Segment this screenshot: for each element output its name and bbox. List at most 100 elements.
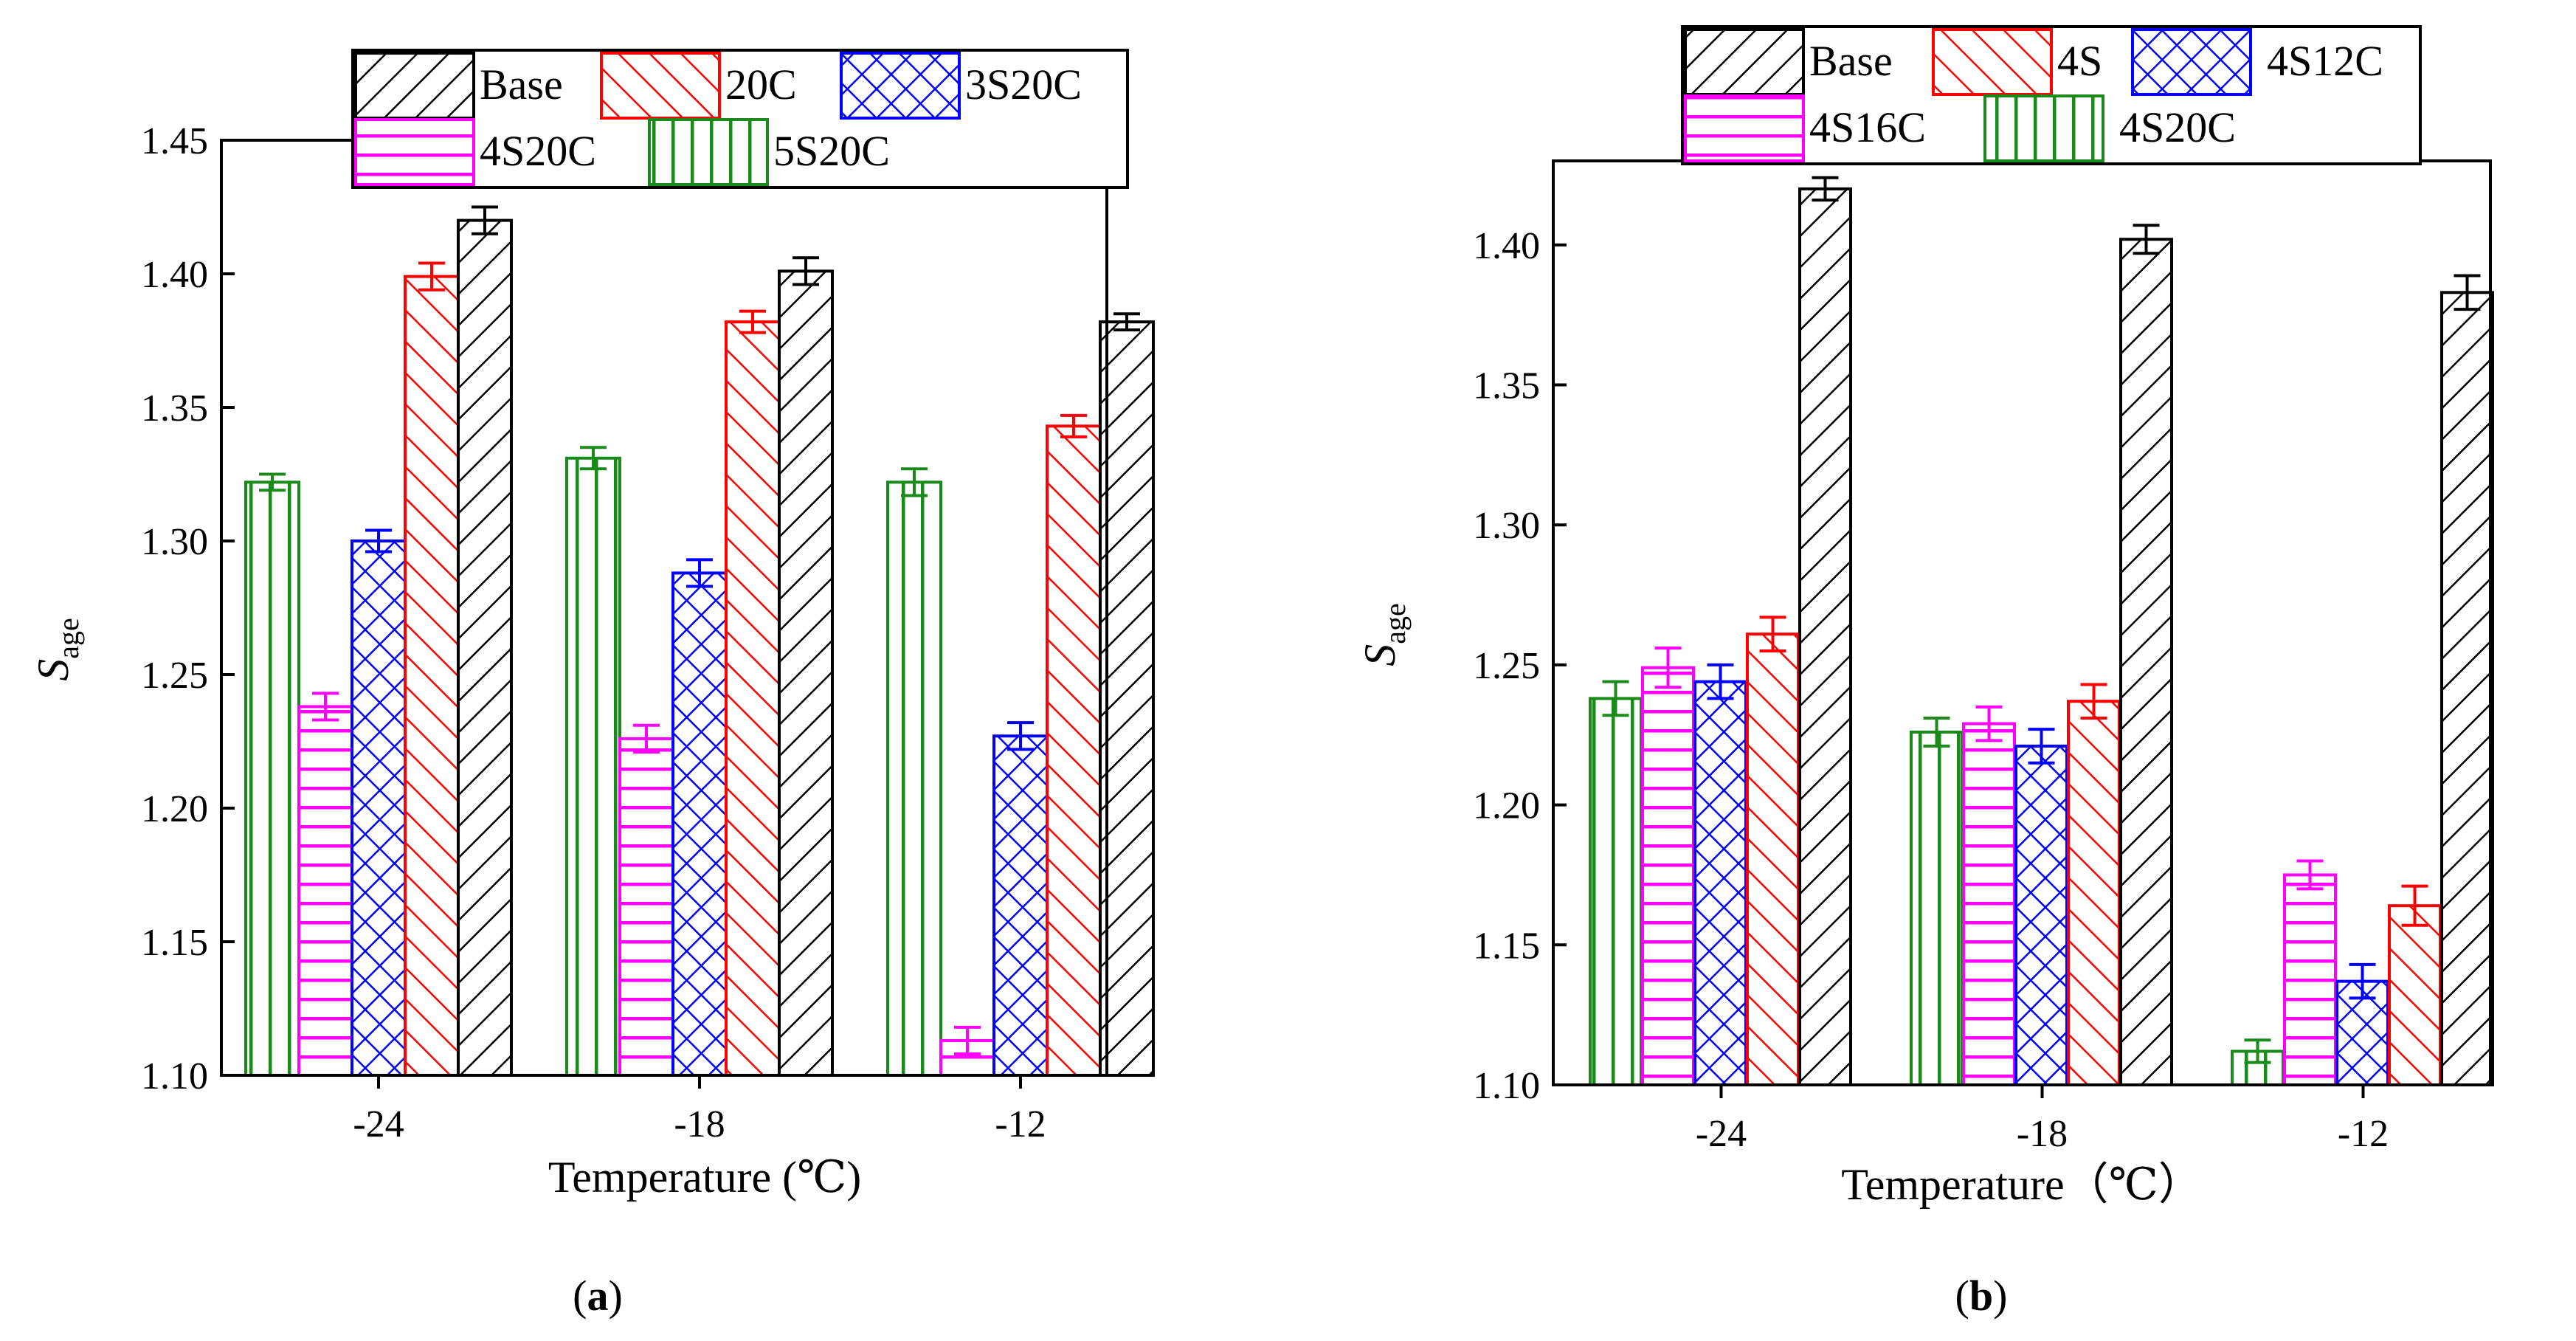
panel-a-x-axis: -24 -18 -12 [353,1075,1046,1145]
panel-a-bar-5s20c--18 [565,456,621,1077]
panel-a-bar-5s20c--24 [244,480,300,1077]
legend-label-4s12c: 4S12C [2267,37,2383,85]
panel-a-errorbar-5s20c--24 [259,472,286,492]
legend-swatch-4s [1932,28,2053,96]
panel-b-x-axis: -24 -18 -12 [1696,1085,2389,1155]
panel-b-bar-4s12c--24 [1693,680,1747,1086]
legend-label-4s16c: 4S16C [1809,103,1926,151]
legend-label-5s20c: 5S20C [773,127,890,175]
panel-b-errorbar-base--12 [2454,274,2481,311]
panel-a-ytick-label: 1.35 [141,387,208,430]
panel-a-xtick-label: -18 [674,1103,725,1145]
legend-swatch-base [354,52,475,120]
panel-b-bars [1589,187,2494,1087]
panel-b-error-bars [1602,176,2481,1064]
panel-b-errorbar-4s20c--18 [1923,716,1950,748]
panel-b-bar-4s12c--18 [2014,744,2068,1087]
panel-b-xtick-label: -18 [2017,1113,2068,1155]
panel-a-bar-4s20c--24 [297,705,353,1077]
panel-a-ytick-label: 1.40 [141,254,208,296]
panel-a-errorbar-20c--12 [1060,413,1087,438]
panel-a-bar-20c--12 [1046,424,1102,1077]
panel-a-bar-base--24 [457,218,513,1078]
panel-b-bar-4s16c--24 [1641,666,1695,1086]
panel-b-errorbar-base--24 [1812,176,1839,202]
legend-label-3s20c: 3S20C [965,61,1082,108]
panel-a-errorbar-4s20c--24 [312,692,339,722]
panel-a-y-axis-title: Sage [29,618,85,681]
panel-a-xtick-label: -12 [995,1103,1046,1145]
panel-b-errorbar-4s16c--18 [1975,705,2003,742]
panel-b-bar-base--12 [2440,291,2494,1086]
panel-a-bar-4s20c--18 [618,737,674,1077]
panel-b-bar-4s16c--18 [1962,722,2016,1087]
legend-swatch-3s20c [840,52,961,120]
panel-b-errorbar-4s16c--24 [1654,647,1682,689]
panel-a-errorbar-5s20c--12 [901,467,928,497]
panel-a-errorbar-base--12 [1113,312,1140,332]
legend-label-4s20c: 4S20C [480,127,596,175]
panel-b-errorbar-4s12c--12 [2349,962,2376,1000]
panel-a-errorbar-3s20c--18 [686,558,713,588]
panel-a-bar-20c--24 [404,275,460,1077]
panel-a-errorbar-5s20c--18 [580,446,607,471]
panel-b-bar-4s16c--12 [2283,873,2337,1087]
panel-b-label: (b) [1955,1272,2008,1320]
panel-b-bar-4s--12 [2388,904,2442,1086]
panel-b-ytick-label: 1.20 [1473,785,1540,827]
panel-a-errorbar-4s20c--18 [633,723,660,754]
panel-a-xtick-label: -24 [353,1103,404,1145]
panel-b-ytick-label: 1.15 [1473,925,1540,967]
panel-a-bar-20c--18 [725,320,781,1078]
panel-b-xtick-label: -12 [2338,1113,2389,1155]
panel-a-ytick-label: 1.10 [141,1055,208,1097]
panel-a-bar-5s20c--12 [886,480,942,1077]
panel-a-bar-3s20c--12 [992,734,1049,1077]
panel-a-errorbar-3s20c--12 [1007,721,1034,751]
panel-a-errorbar-20c--24 [418,261,445,292]
panel-a-ytick-label: 1.15 [141,922,208,964]
panel-b-ytick-label: 1.40 [1473,225,1540,267]
panel-b-errorbar-4s12c--24 [1707,663,1734,700]
legend-swatch-4s16c [1684,94,1805,162]
panel-b-x-axis-title: Temperature（℃） [1841,1160,2202,1209]
panel-b-errorbar-4s16c--12 [2296,859,2324,891]
panel-a-ytick-label: 1.25 [141,655,208,697]
legend-swatch-5s20c [648,118,769,186]
panel-a-bars [244,218,1155,1078]
legend-label-4s20c-b: 4S20C [2119,103,2236,151]
panel-a-bar-base--18 [778,269,834,1077]
panel-b-errorbar-4s--12 [2401,884,2428,927]
panel-b-bar-4s20c--18 [1910,730,1964,1086]
legend-label-20c: 20C [725,61,797,108]
panel-b-errorbar-4s--24 [1759,616,1786,652]
legend-label-base-b: Base [1809,37,1893,85]
panel-b-bar-base--18 [2119,238,2173,1086]
panel-b-errorbar-4s12c--18 [2028,728,2055,765]
panel-b-legend: Base 4S 4S12C 4S16C 4S20C [1681,25,2422,165]
panel-b-ytick-label: 1.30 [1473,505,1540,547]
panel-a-bar-3s20c--24 [351,539,407,1077]
panel-a-x-axis-title: Temperature (℃) [548,1153,861,1202]
legend-swatch-20c [600,52,721,120]
panel-a-label: (a) [573,1272,623,1320]
panel-b-y-axis-title: Sage [1356,603,1412,666]
panel-a-errorbar-3s20c--24 [365,528,392,554]
panel-a: 1.101.151.201.251.301.351.401.45 -24 -18-… [29,49,1155,1320]
panel-a-errorbar-4s20c--12 [954,1025,981,1056]
legend-swatch-4s20c [354,118,475,186]
legend-swatch-base-b [1684,28,1805,96]
panel-b-errorbar-4s20c--24 [1602,680,1629,717]
panel-a-y-axis: 1.10 1.15 1.20 1.25 1.30 1.35 1.40 1.45 [141,120,235,1097]
panel-b-y-axis: 1.10 1.15 1.20 1.25 1.30 1.35 1.40 [1473,225,1567,1107]
panel-a-ytick-label: 1.45 [141,120,208,162]
panel-a-errorbar-base--24 [472,205,498,235]
panel-b-bar-4s20c--24 [1589,697,1643,1086]
panel-a-ytick-label: 1.30 [141,521,208,563]
legend-label-base: Base [480,61,563,108]
panel-b-ytick-label: 1.25 [1473,645,1540,687]
panel-a-error-bars [259,205,1140,1056]
panel-b-bar-base--24 [1798,187,1852,1086]
legend-swatch-4s20c-b [1983,94,2104,162]
